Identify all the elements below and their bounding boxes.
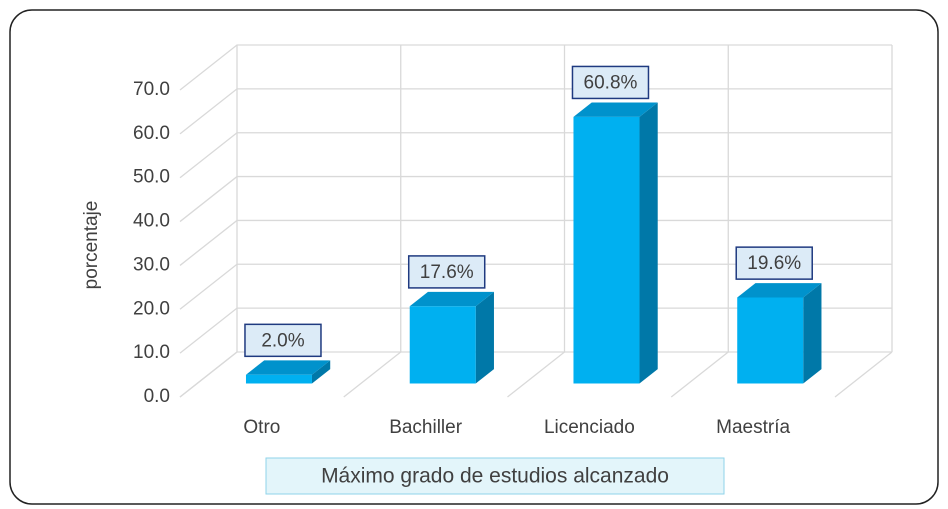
x-tick-label: Maestría [716, 417, 790, 438]
floor-divider [343, 351, 402, 398]
data-label-box [571, 65, 650, 100]
data-label-box [735, 246, 813, 280]
floor-divider [670, 351, 729, 398]
bar-front [245, 374, 312, 384]
y-tick-label: 0.0 [144, 386, 170, 407]
bar [409, 291, 494, 384]
bar-top [409, 291, 494, 307]
data-label: 19.6% [747, 253, 801, 274]
bar-front [737, 297, 804, 384]
bar-side [639, 102, 658, 384]
y-tick-label: 40.0 [133, 211, 170, 232]
y-tick-label: 50.0 [133, 167, 170, 188]
data-label-box [244, 323, 322, 358]
data-label: 2.0% [261, 330, 304, 351]
y-axis-title: porcentaje [81, 201, 102, 290]
data-label: 17.6% [420, 262, 474, 283]
bar-top [245, 360, 331, 375]
bar-top [737, 283, 822, 298]
x-tick-label: Bachiller [389, 417, 463, 438]
bar-top [573, 102, 658, 117]
x-tick-label: Licenciado [544, 417, 635, 438]
x-axis-title: Máximo grado de estudios alcanzado [321, 465, 669, 488]
floor-divider [507, 351, 565, 398]
y-tick-label: 20.0 [133, 298, 170, 319]
bar-front [573, 116, 640, 384]
bar-side [311, 360, 331, 384]
bar [737, 283, 822, 384]
data-label: 60.8% [584, 72, 638, 93]
y-tick-label: 60.0 [133, 123, 170, 144]
x-tick-label: Otro [243, 417, 280, 438]
bar-side [803, 283, 822, 384]
x-axis-title-box [265, 457, 725, 495]
bar-side [475, 291, 494, 384]
bar [245, 360, 331, 384]
y-tick-label: 10.0 [133, 342, 170, 363]
floor-divider [834, 351, 893, 398]
bar [573, 102, 658, 384]
bar-front [409, 306, 476, 384]
floor-divider [179, 351, 238, 398]
y-tick-label: 70.0 [133, 79, 170, 100]
data-label-box [407, 255, 486, 289]
y-tick-label: 30.0 [133, 254, 170, 275]
